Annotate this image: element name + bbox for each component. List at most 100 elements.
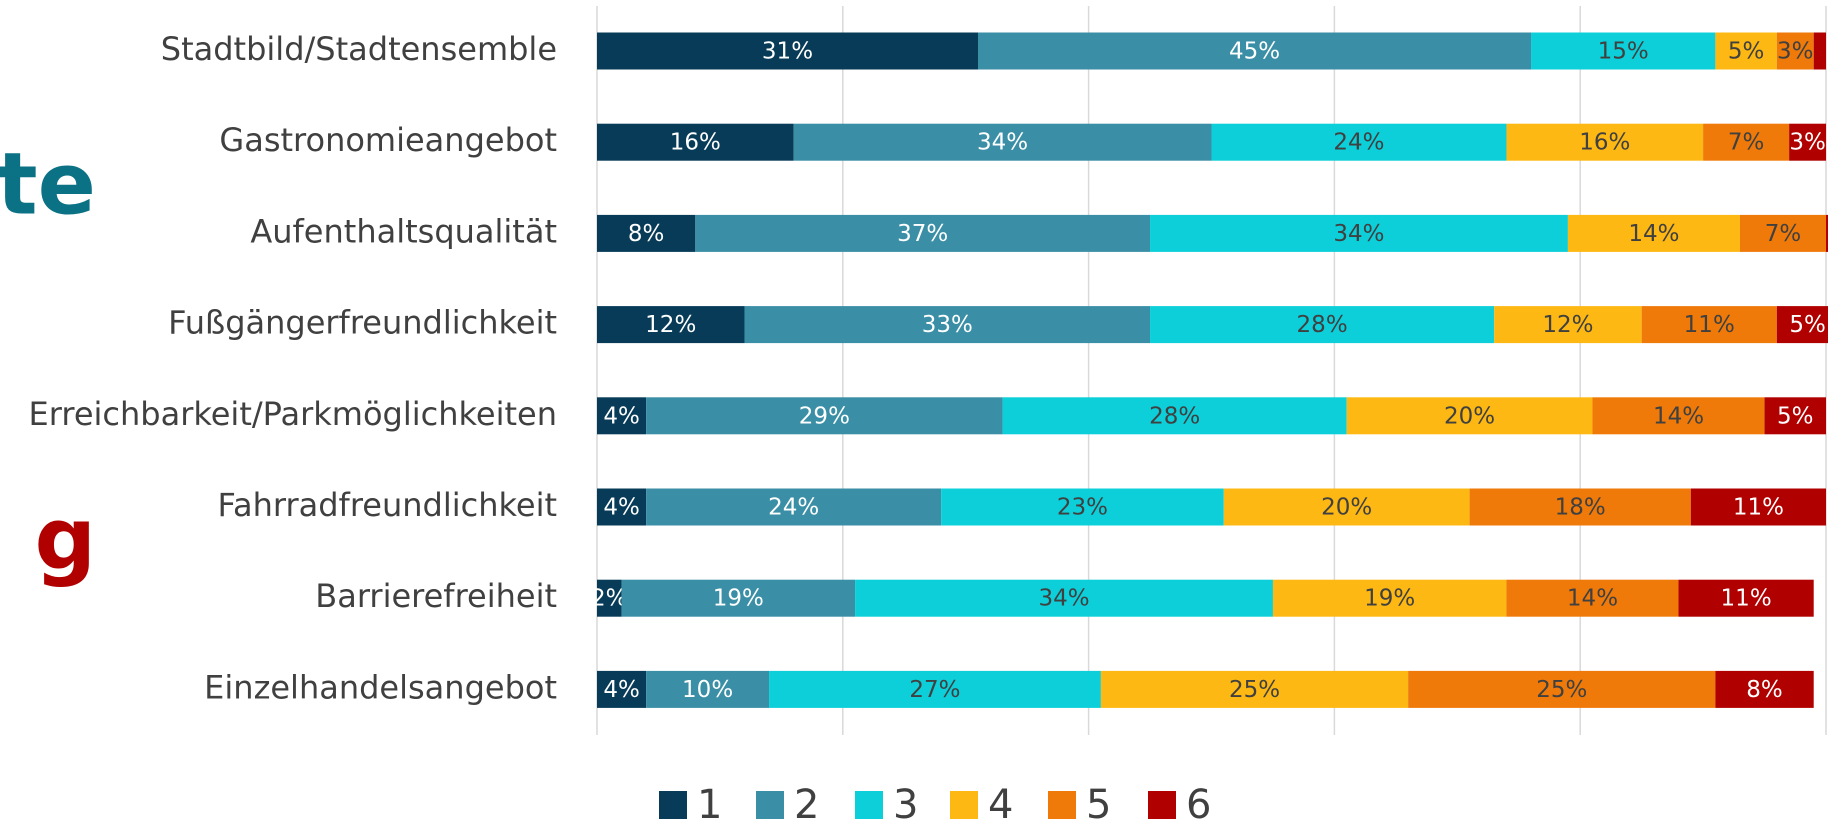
category-label: Gastronomieangebot	[219, 121, 557, 159]
bar-segment	[1408, 670, 1716, 708]
bar-segment	[621, 579, 856, 617]
value-label: 2%	[591, 586, 628, 612]
bar-segment	[1150, 214, 1568, 252]
bar-segment	[1100, 670, 1409, 708]
value-label: 19%	[1364, 586, 1415, 612]
value-label: 8%	[1746, 677, 1783, 703]
legend-label: 6	[1186, 782, 1211, 823]
bar-segment	[1641, 306, 1777, 344]
value-label: 14%	[1628, 221, 1679, 247]
bar-segment	[1690, 488, 1826, 526]
value-label: 20%	[1444, 403, 1495, 429]
legend-swatch	[756, 791, 784, 819]
bar-segment	[646, 670, 770, 708]
bar-segment	[769, 670, 1101, 708]
value-label: 16%	[1579, 130, 1630, 156]
legend-label: 5	[1086, 782, 1111, 823]
value-label: 7%	[1728, 130, 1765, 156]
value-label: 5%	[1777, 403, 1814, 429]
value-label: 7%	[1765, 221, 1802, 247]
value-label: 3%	[1789, 130, 1826, 156]
plot-area: 31% 45% 15% 5% 3% 16% 34% 24% 16% 7% 3% 8% 37% 34% 14%…	[591, 32, 1828, 708]
value-label: 11%	[1684, 312, 1735, 338]
bar-segment	[597, 579, 622, 617]
value-label: 29%	[799, 403, 850, 429]
value-label: 3%	[1777, 39, 1814, 65]
legend-swatch	[659, 791, 687, 819]
value-label: 23%	[1057, 495, 1108, 521]
value-label: 34%	[977, 130, 1028, 156]
value-label: 4%	[603, 403, 640, 429]
legend-label: 1	[697, 782, 722, 823]
bar-segment	[1678, 579, 1814, 617]
value-label: 5%	[1789, 312, 1826, 338]
value-label: 28%	[1149, 403, 1200, 429]
bar-segment	[1567, 214, 1740, 252]
category-label: Fußgängerfreundlichkeit	[168, 304, 557, 342]
value-label: 12%	[645, 312, 696, 338]
category-label: Barrierefreiheit	[315, 577, 557, 615]
bar-segment	[1506, 123, 1704, 161]
value-label: 24%	[768, 495, 819, 521]
bar-segment	[855, 579, 1273, 617]
bar-segment	[1592, 397, 1765, 435]
bar-segment	[597, 32, 978, 70]
value-label: 12%	[1542, 312, 1593, 338]
value-label: 14%	[1567, 586, 1618, 612]
bar-segment	[977, 32, 1532, 70]
category-label: Fahrradfreundlichkeit	[218, 486, 557, 524]
bar-segment	[1703, 123, 1790, 161]
bar-segment	[646, 488, 942, 526]
value-label: 10%	[682, 677, 733, 703]
bar-segment	[1494, 306, 1642, 344]
category-label: Erreichbarkeit/Parkmöglichkeiten	[29, 395, 557, 433]
value-label: 16%	[670, 130, 721, 156]
category-label: Einzelhandelsangebot	[204, 668, 557, 706]
bar-segment	[1813, 32, 1826, 70]
value-label: 28%	[1297, 312, 1348, 338]
value-label: 34%	[1038, 586, 1089, 612]
bar-segment	[744, 306, 1151, 344]
value-label: 5%	[1728, 39, 1765, 65]
bar-segment	[1211, 123, 1507, 161]
bar-segment	[941, 488, 1224, 526]
bar-segment	[597, 397, 647, 435]
value-label: 20%	[1321, 495, 1372, 521]
value-label: 4%	[603, 495, 640, 521]
bar-segment	[1826, 214, 1828, 252]
legend-label: 2	[794, 782, 819, 823]
bar-segment	[1764, 397, 1826, 435]
value-label: 34%	[1333, 221, 1384, 247]
legend-swatch	[855, 791, 883, 819]
value-label: 33%	[922, 312, 973, 338]
bar-segment	[597, 214, 696, 252]
bar-segment	[646, 397, 1003, 435]
bar-segment	[1715, 670, 1814, 708]
value-label: 4%	[603, 677, 640, 703]
category-label: Stadtbild/Stadtensemble	[161, 30, 557, 68]
value-label: 19%	[713, 586, 764, 612]
bar-segment	[1002, 397, 1347, 435]
annotation: g	[34, 489, 96, 589]
value-label: 14%	[1653, 403, 1704, 429]
bar-segment	[597, 123, 794, 161]
legend-swatch	[1148, 791, 1176, 819]
bar-segment	[695, 214, 1151, 252]
annotation: ote	[0, 134, 96, 234]
bar-segment	[1506, 579, 1679, 617]
legend-label: 4	[988, 782, 1013, 823]
value-label: 45%	[1229, 39, 1280, 65]
value-label: 37%	[897, 221, 948, 247]
legend-label: 3	[893, 782, 918, 823]
bar-segment	[597, 670, 647, 708]
bar-segment	[1272, 579, 1507, 617]
legend-swatch	[950, 791, 978, 819]
value-label: 11%	[1733, 495, 1784, 521]
bar-segment	[1739, 214, 1826, 252]
value-label: 24%	[1333, 130, 1384, 156]
bar-segment	[793, 123, 1212, 161]
value-label: 31%	[762, 39, 813, 65]
bar-segment	[1223, 488, 1470, 526]
bar-segment	[597, 306, 745, 344]
